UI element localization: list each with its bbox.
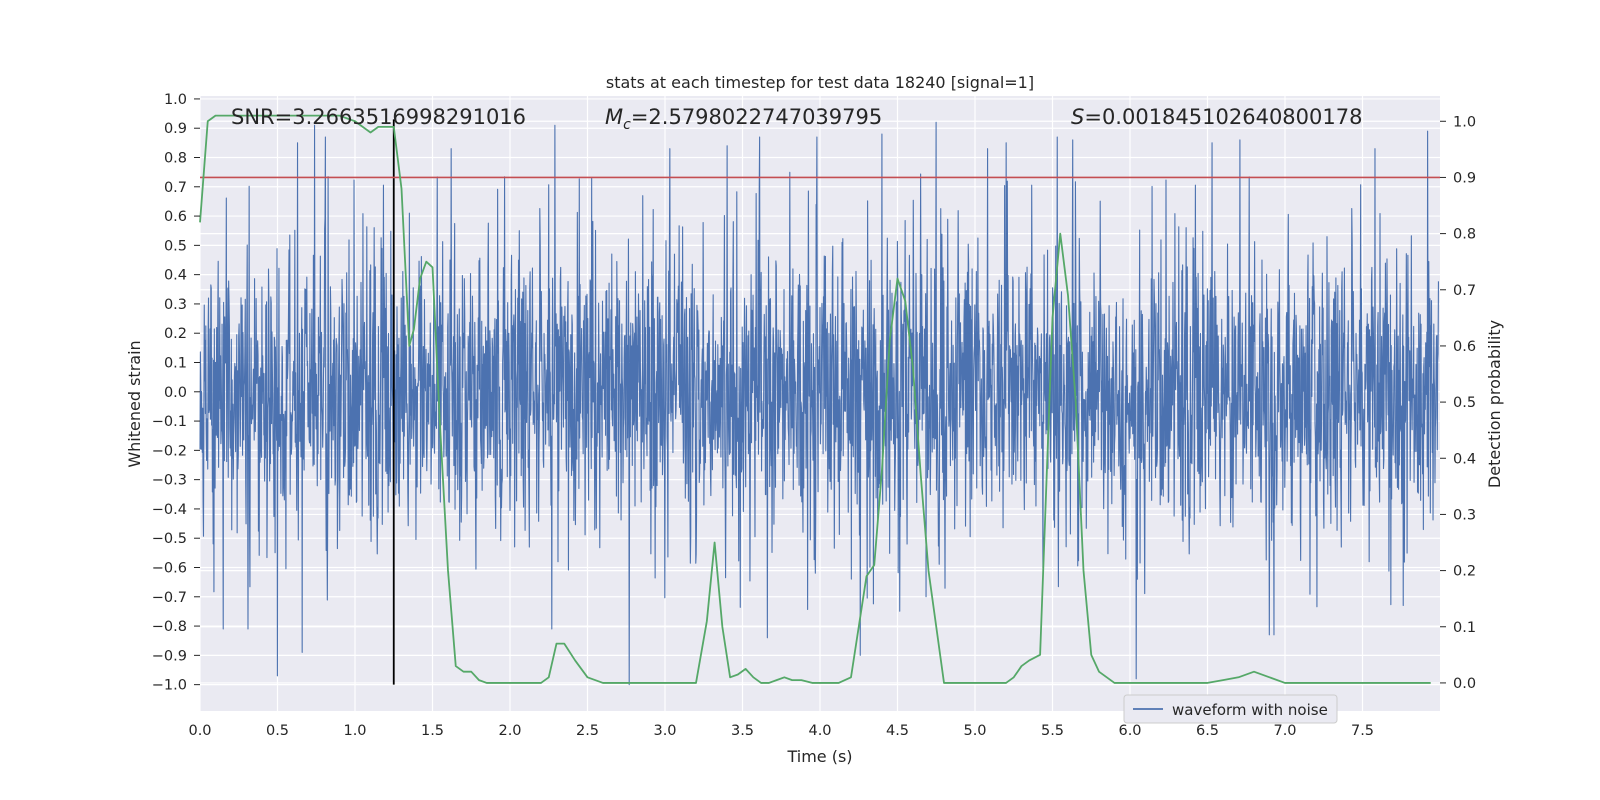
x-tick-label: 0.0 (188, 723, 211, 739)
y-left-tick-label: −0.9 (152, 648, 187, 664)
y-left-tick-label: 1.0 (164, 92, 187, 108)
y-axis-left-ticks: 1.0 0.9 0.8 0.7 0.6 0.5 0.4 0.3 0.2 0.1 0.0 −0.1 −0.… (152, 92, 200, 694)
x-tick-label: 5.5 (1041, 723, 1064, 739)
x-tick-label: 2.5 (576, 723, 599, 739)
y-left-tick-label: −1.0 (152, 678, 187, 694)
y-axis-right-label: Detection probability (1485, 320, 1504, 488)
y-left-tick-label: 0.5 (164, 238, 187, 254)
x-tick-label: 2.0 (498, 723, 521, 739)
x-tick-label: 4.0 (808, 723, 831, 739)
y-left-tick-label: 0.1 (164, 356, 187, 372)
y-left-tick-label: 0.6 (164, 209, 187, 225)
legend-box (1123, 694, 1338, 724)
waveform-series (199, 121, 1439, 686)
y-left-tick-label: 0.2 (164, 326, 187, 342)
x-tick-label: 0.5 (266, 723, 289, 739)
y-left-tick-label: −0.7 (152, 590, 187, 606)
chirp-mass-value: =2.5798022747039795 (631, 105, 882, 129)
y-left-tick-label: −0.1 (152, 414, 187, 430)
y-right-tick-label: 0.3 (1453, 507, 1476, 523)
s-value: =0.001845102640800178 (1084, 105, 1362, 129)
y-right-tick-label: 0.4 (1453, 451, 1476, 467)
y-left-tick-label: 0.9 (164, 121, 187, 137)
y-right-tick-label: 0.7 (1453, 283, 1476, 299)
y-left-tick-label: −0.2 (152, 443, 187, 459)
y-axis-left-label: Whitened strain (125, 340, 144, 467)
x-tick-label: 5.0 (963, 723, 986, 739)
x-tick-label: 3.0 (653, 723, 676, 739)
y-left-tick-label: 0.0 (164, 385, 187, 401)
chirp-mass-symbol: M (605, 105, 623, 129)
y-right-tick-label: 0.6 (1453, 339, 1476, 355)
snr-annotation: SNR=3.2663516998291016 (231, 105, 526, 129)
x-tick-label: 1.0 (343, 723, 366, 739)
y-right-tick-label: 0.1 (1453, 620, 1476, 636)
y-left-tick-label: −0.6 (152, 561, 187, 577)
s-symbol: S (1071, 105, 1084, 129)
x-tick-label: 6.0 (1118, 723, 1141, 739)
chart-title: stats at each timestep for test data 182… (606, 73, 1034, 92)
x-tick-label: 4.5 (886, 723, 909, 739)
y-left-tick-label: 0.7 (164, 180, 187, 196)
s-annotation: S=0.001845102640800178 (1071, 105, 1362, 129)
probability-series (199, 114, 1431, 684)
legend: waveform with noise (1123, 694, 1338, 724)
y-left-tick-label: −0.3 (152, 473, 187, 489)
x-tick-label: 7.0 (1273, 723, 1296, 739)
y-left-tick-label: −0.8 (152, 619, 187, 635)
y-axis-right-ticks: 1.0 0.9 0.8 0.7 0.6 0.5 0.4 0.3 0.2 0.1 0.0 (1440, 114, 1476, 692)
y-right-tick-label: 0.9 (1453, 170, 1476, 186)
y-left-tick-label: −0.5 (152, 531, 187, 547)
y-right-tick-label: 0.2 (1453, 564, 1476, 580)
x-tick-label: 7.5 (1351, 723, 1374, 739)
y-right-tick-label: 0.8 (1453, 227, 1476, 243)
x-axis-label: Time (s) (786, 747, 852, 766)
x-tick-label: 1.5 (421, 723, 444, 739)
y-left-tick-label: −0.4 (152, 502, 187, 518)
y-right-tick-label: 1.0 (1453, 114, 1476, 130)
y-right-tick-label: 0.5 (1453, 395, 1476, 411)
chirp-mass-annotation: Mc=2.5798022747039795 (605, 105, 882, 133)
x-axis-ticks: 0.0 0.5 1.0 1.5 2.0 2.5 3.0 3.5 4.0 4.5 5.0 5.5 6.0 6… (188, 723, 1374, 739)
chirp-mass-subscript: c (623, 117, 631, 133)
x-tick-label: 6.5 (1196, 723, 1219, 739)
legend-label-waveform: waveform with noise (1172, 701, 1328, 719)
y-left-tick-label: 0.8 (164, 151, 187, 167)
x-tick-label: 3.5 (731, 723, 754, 739)
y-right-tick-label: 0.0 (1453, 676, 1476, 692)
y-left-tick-label: 0.4 (164, 268, 187, 284)
y-left-tick-label: 0.3 (164, 297, 187, 313)
